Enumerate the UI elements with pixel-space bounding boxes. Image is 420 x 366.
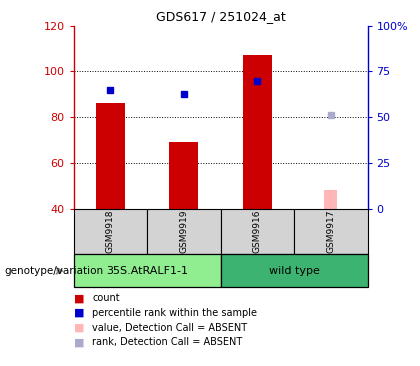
Bar	[169, 142, 199, 209]
Text: GSM9918: GSM9918	[106, 210, 115, 253]
Text: ■: ■	[74, 308, 84, 318]
Text: rank, Detection Call = ABSENT: rank, Detection Call = ABSENT	[92, 337, 243, 347]
Bar	[74, 209, 147, 254]
Bar	[324, 190, 337, 209]
Text: 35S.AtRALF1-1: 35S.AtRALF1-1	[106, 266, 188, 276]
Text: ■: ■	[74, 337, 84, 347]
Text: count: count	[92, 293, 120, 303]
Text: GSM9919: GSM9919	[179, 210, 188, 253]
Text: genotype/variation: genotype/variation	[4, 266, 103, 276]
Text: GSM9917: GSM9917	[326, 210, 335, 253]
Text: ■: ■	[74, 293, 84, 303]
Bar	[74, 254, 220, 287]
Bar	[147, 209, 220, 254]
Bar	[220, 254, 368, 287]
Text: GSM9916: GSM9916	[253, 210, 262, 253]
Text: ■: ■	[74, 322, 84, 333]
Text: value, Detection Call = ABSENT: value, Detection Call = ABSENT	[92, 322, 247, 333]
Bar	[243, 55, 272, 209]
Bar	[96, 103, 125, 209]
Text: wild type: wild type	[268, 266, 320, 276]
Bar	[294, 209, 368, 254]
Title: GDS617 / 251024_at: GDS617 / 251024_at	[156, 10, 285, 23]
Bar	[220, 209, 294, 254]
Text: percentile rank within the sample: percentile rank within the sample	[92, 308, 257, 318]
